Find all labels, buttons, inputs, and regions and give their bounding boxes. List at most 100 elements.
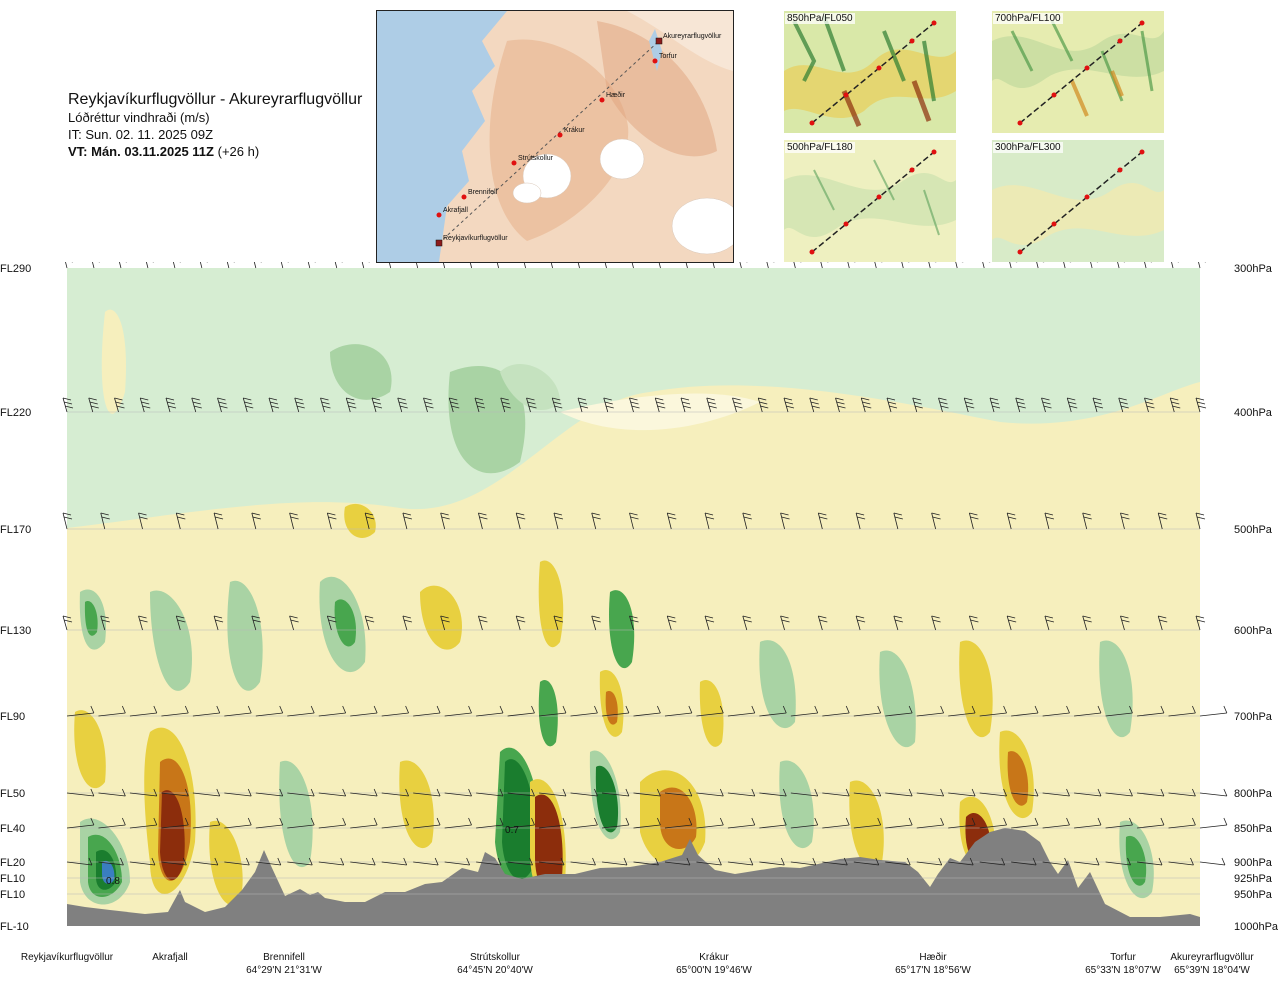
wind-barb xyxy=(1144,262,1153,269)
wind-barb xyxy=(1074,705,1102,717)
chart-title-block: Reykjavíkurflugvöllur - Akureyrarflugvöl… xyxy=(68,90,362,160)
flight-level-label: FL10 xyxy=(0,873,25,885)
flight-level-label: FL20 xyxy=(0,857,25,869)
wind-barb xyxy=(129,788,158,797)
wind-barb xyxy=(603,397,614,413)
map-waypoint-marker xyxy=(655,37,663,45)
wind-barb xyxy=(287,817,315,829)
map-waypoint-marker xyxy=(599,97,605,103)
wind-barb xyxy=(855,615,866,631)
wind-barb xyxy=(916,705,944,717)
wind-barb xyxy=(928,262,937,269)
map-waypoint-marker xyxy=(557,132,563,138)
wind-barb xyxy=(289,512,299,530)
field-up-region xyxy=(344,503,376,538)
wind-barb xyxy=(931,615,941,631)
wind-barb xyxy=(790,857,817,866)
wind-barb xyxy=(790,817,819,829)
wind-barb xyxy=(963,397,975,413)
wind-barb xyxy=(822,705,850,717)
wind-barb xyxy=(318,705,347,717)
wind-barb xyxy=(1199,705,1228,717)
wind-barb xyxy=(523,262,532,269)
wind-barb xyxy=(860,397,872,413)
wind-barb xyxy=(161,817,189,829)
wind-barb xyxy=(98,705,126,717)
wind-barb xyxy=(969,615,979,631)
wind-barb xyxy=(759,857,785,866)
wind-barb xyxy=(916,817,944,829)
wind-barb xyxy=(1137,857,1163,866)
wind-barb xyxy=(138,615,148,631)
wind-barb xyxy=(476,817,504,829)
wind-barb xyxy=(350,857,376,866)
wind-barb xyxy=(165,397,177,413)
wind-barb xyxy=(175,615,186,631)
wind-barb xyxy=(217,397,228,413)
wind-barb xyxy=(601,817,630,829)
wind-barb xyxy=(1082,615,1092,631)
wind-barb xyxy=(66,788,95,797)
wind-barb xyxy=(172,262,181,269)
wind-barb xyxy=(1120,615,1130,631)
wind-barb xyxy=(65,262,73,269)
map-waypoint-label: Hæðir xyxy=(606,91,626,99)
wind-barb xyxy=(444,817,472,829)
wind-barb xyxy=(1168,857,1194,866)
wind-barb xyxy=(631,262,640,269)
wind-barb xyxy=(912,397,923,413)
wind-barb xyxy=(192,857,219,866)
inset-label: 700hPa/FL100 xyxy=(993,13,1063,24)
wind-barb xyxy=(287,705,315,717)
wind-barb xyxy=(199,262,208,269)
wind-barb xyxy=(847,262,856,269)
wind-barb xyxy=(1169,397,1181,413)
wind-barb xyxy=(979,705,1007,717)
wind-barb xyxy=(893,615,903,631)
wind-barb xyxy=(979,857,1006,866)
wind-barb xyxy=(885,788,913,797)
wind-barb xyxy=(955,262,964,269)
route-point-name: Reykjavíkurflugvöllur xyxy=(21,952,114,963)
wind-barb xyxy=(664,788,693,797)
wind-barb xyxy=(1195,512,1206,530)
wind-barb xyxy=(696,817,724,829)
wind-barbs xyxy=(62,262,1228,866)
wind-barb xyxy=(591,512,601,530)
wind-barb xyxy=(192,788,221,797)
wind-barb xyxy=(853,857,880,866)
map-waypoint-label: Torfur xyxy=(659,53,678,60)
map-waypoint-label: Strútskollur xyxy=(518,155,554,162)
wind-barb xyxy=(448,397,460,413)
flight-level-axis: FL290 FL220 FL170 FL130 FL90 FL50 FL40 FL20 FL10… xyxy=(0,263,31,933)
wind-barb xyxy=(175,512,186,530)
wind-barb xyxy=(727,857,754,866)
wind-barb xyxy=(242,397,254,413)
wind-barb xyxy=(191,397,202,413)
wind-barb xyxy=(1066,397,1078,413)
wind-barb xyxy=(1011,705,1039,717)
wind-barb xyxy=(66,705,95,717)
wind-barb xyxy=(853,817,882,829)
wind-barb xyxy=(727,788,756,797)
wind-barb xyxy=(129,705,158,717)
pressure-level-label: 400hPa xyxy=(1234,407,1273,419)
wind-barb xyxy=(658,262,667,269)
wind-barb xyxy=(474,397,486,413)
wind-barb xyxy=(326,512,337,530)
inset-map-500: 500hPa/FL180 xyxy=(784,140,956,262)
wind-barb xyxy=(874,262,883,269)
wind-barb xyxy=(766,262,775,269)
wind-barb xyxy=(629,397,640,413)
wind-barb xyxy=(364,615,375,631)
wind-barb xyxy=(633,817,661,829)
valid-time-label: VT: Mán. 03.11.2025 11Z xyxy=(68,144,214,159)
wind-barb xyxy=(948,705,976,717)
wind-barb xyxy=(822,857,848,866)
wind-barb xyxy=(138,512,148,530)
wind-barb xyxy=(685,262,694,269)
map-waypoint-marker xyxy=(511,160,517,166)
wind-barb xyxy=(402,512,412,530)
wind-barb xyxy=(440,512,450,530)
pressure-level-label: 850hPa xyxy=(1234,823,1273,835)
